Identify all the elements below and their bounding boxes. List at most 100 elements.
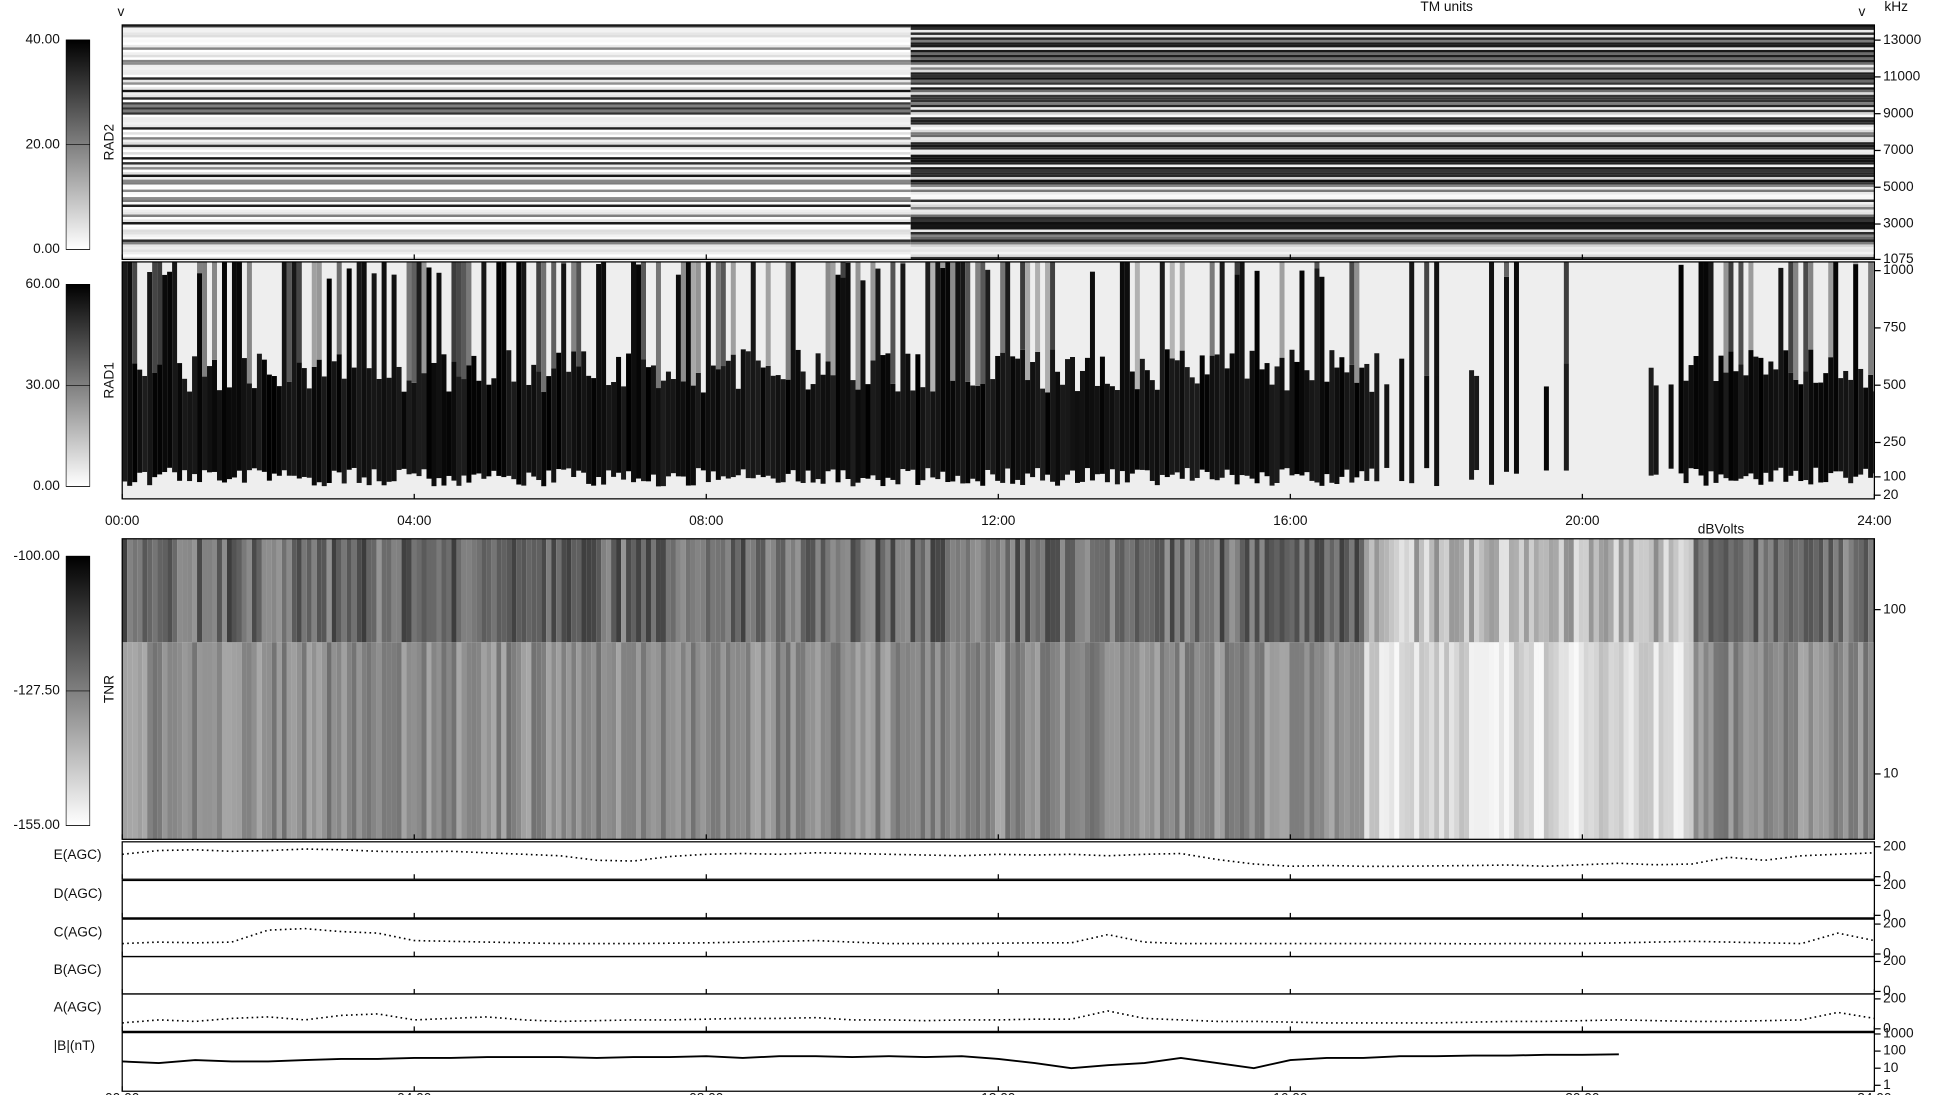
stripe — [910, 162, 1875, 165]
column — [730, 642, 736, 840]
column — [1713, 538, 1719, 643]
column — [885, 538, 891, 643]
stripe — [910, 94, 1875, 98]
stripe — [910, 194, 1875, 198]
column — [152, 538, 158, 643]
stripe — [122, 82, 911, 85]
column — [1010, 642, 1016, 840]
column — [1633, 642, 1639, 840]
column — [1454, 642, 1460, 840]
column — [1384, 642, 1390, 840]
emission — [1109, 386, 1115, 470]
column — [1718, 538, 1724, 643]
stripe — [910, 169, 1875, 173]
y-tick-label: 250 — [1883, 434, 1906, 449]
emission — [1219, 261, 1225, 478]
emission — [611, 382, 617, 477]
column — [406, 642, 412, 840]
burst — [730, 261, 736, 355]
emission — [566, 371, 572, 469]
stripe — [122, 179, 911, 183]
column — [461, 538, 467, 643]
column — [1169, 642, 1175, 840]
emission — [860, 280, 866, 479]
stripe — [910, 212, 1875, 215]
column — [526, 642, 532, 840]
column — [1643, 642, 1649, 840]
stripe — [122, 152, 911, 155]
column — [1289, 642, 1295, 840]
emission — [1758, 357, 1764, 485]
emission — [636, 264, 642, 479]
burst — [1728, 261, 1734, 352]
column — [616, 642, 622, 840]
column — [1254, 642, 1260, 840]
burst — [1354, 261, 1360, 383]
emission — [496, 261, 502, 476]
column — [720, 538, 726, 643]
column — [765, 538, 771, 643]
column — [177, 642, 183, 840]
column — [1633, 538, 1639, 643]
column — [815, 538, 821, 643]
stripe — [122, 187, 911, 190]
stripe — [122, 62, 911, 65]
stripe — [910, 127, 1875, 130]
column — [1583, 642, 1589, 840]
stripe — [122, 202, 911, 205]
column — [1783, 538, 1789, 643]
column — [1079, 538, 1085, 643]
column — [1708, 642, 1714, 840]
emission — [755, 360, 761, 475]
stripe — [122, 224, 911, 227]
plot-area — [122, 261, 1875, 499]
stripe — [122, 234, 911, 237]
stripe — [122, 102, 911, 105]
column — [476, 642, 482, 840]
emission — [601, 261, 607, 485]
column — [655, 642, 661, 840]
emission — [895, 391, 901, 485]
column — [1593, 642, 1599, 840]
column — [1214, 642, 1220, 840]
column — [1838, 538, 1844, 643]
burst — [1563, 261, 1569, 364]
column — [212, 538, 217, 643]
burst — [1025, 261, 1031, 381]
emission — [900, 263, 906, 470]
column — [1863, 538, 1869, 643]
column — [650, 642, 656, 840]
burst — [296, 261, 302, 363]
column — [940, 538, 946, 643]
burst — [1349, 261, 1355, 365]
stripe — [122, 89, 911, 93]
emission — [805, 389, 811, 471]
stripe — [910, 32, 1875, 35]
burst — [890, 261, 896, 384]
emission — [301, 368, 307, 477]
stripe — [122, 49, 911, 53]
emission — [840, 277, 846, 471]
column — [571, 642, 577, 840]
burst — [212, 261, 217, 360]
column — [1114, 538, 1120, 643]
column — [655, 538, 661, 643]
column — [705, 538, 711, 643]
column — [855, 642, 861, 840]
column — [401, 642, 407, 840]
panel-frame — [121, 955, 1876, 995]
column — [431, 538, 437, 643]
column — [401, 538, 407, 643]
stripe — [122, 197, 911, 200]
column — [1853, 642, 1859, 840]
column — [1359, 538, 1365, 643]
column — [1548, 538, 1554, 643]
stripe — [910, 154, 1875, 158]
column — [391, 642, 397, 840]
burst — [551, 261, 557, 369]
column — [251, 642, 257, 840]
stripe — [910, 129, 1875, 133]
emission — [1149, 380, 1155, 481]
column — [1104, 538, 1110, 643]
emission — [1154, 389, 1160, 486]
